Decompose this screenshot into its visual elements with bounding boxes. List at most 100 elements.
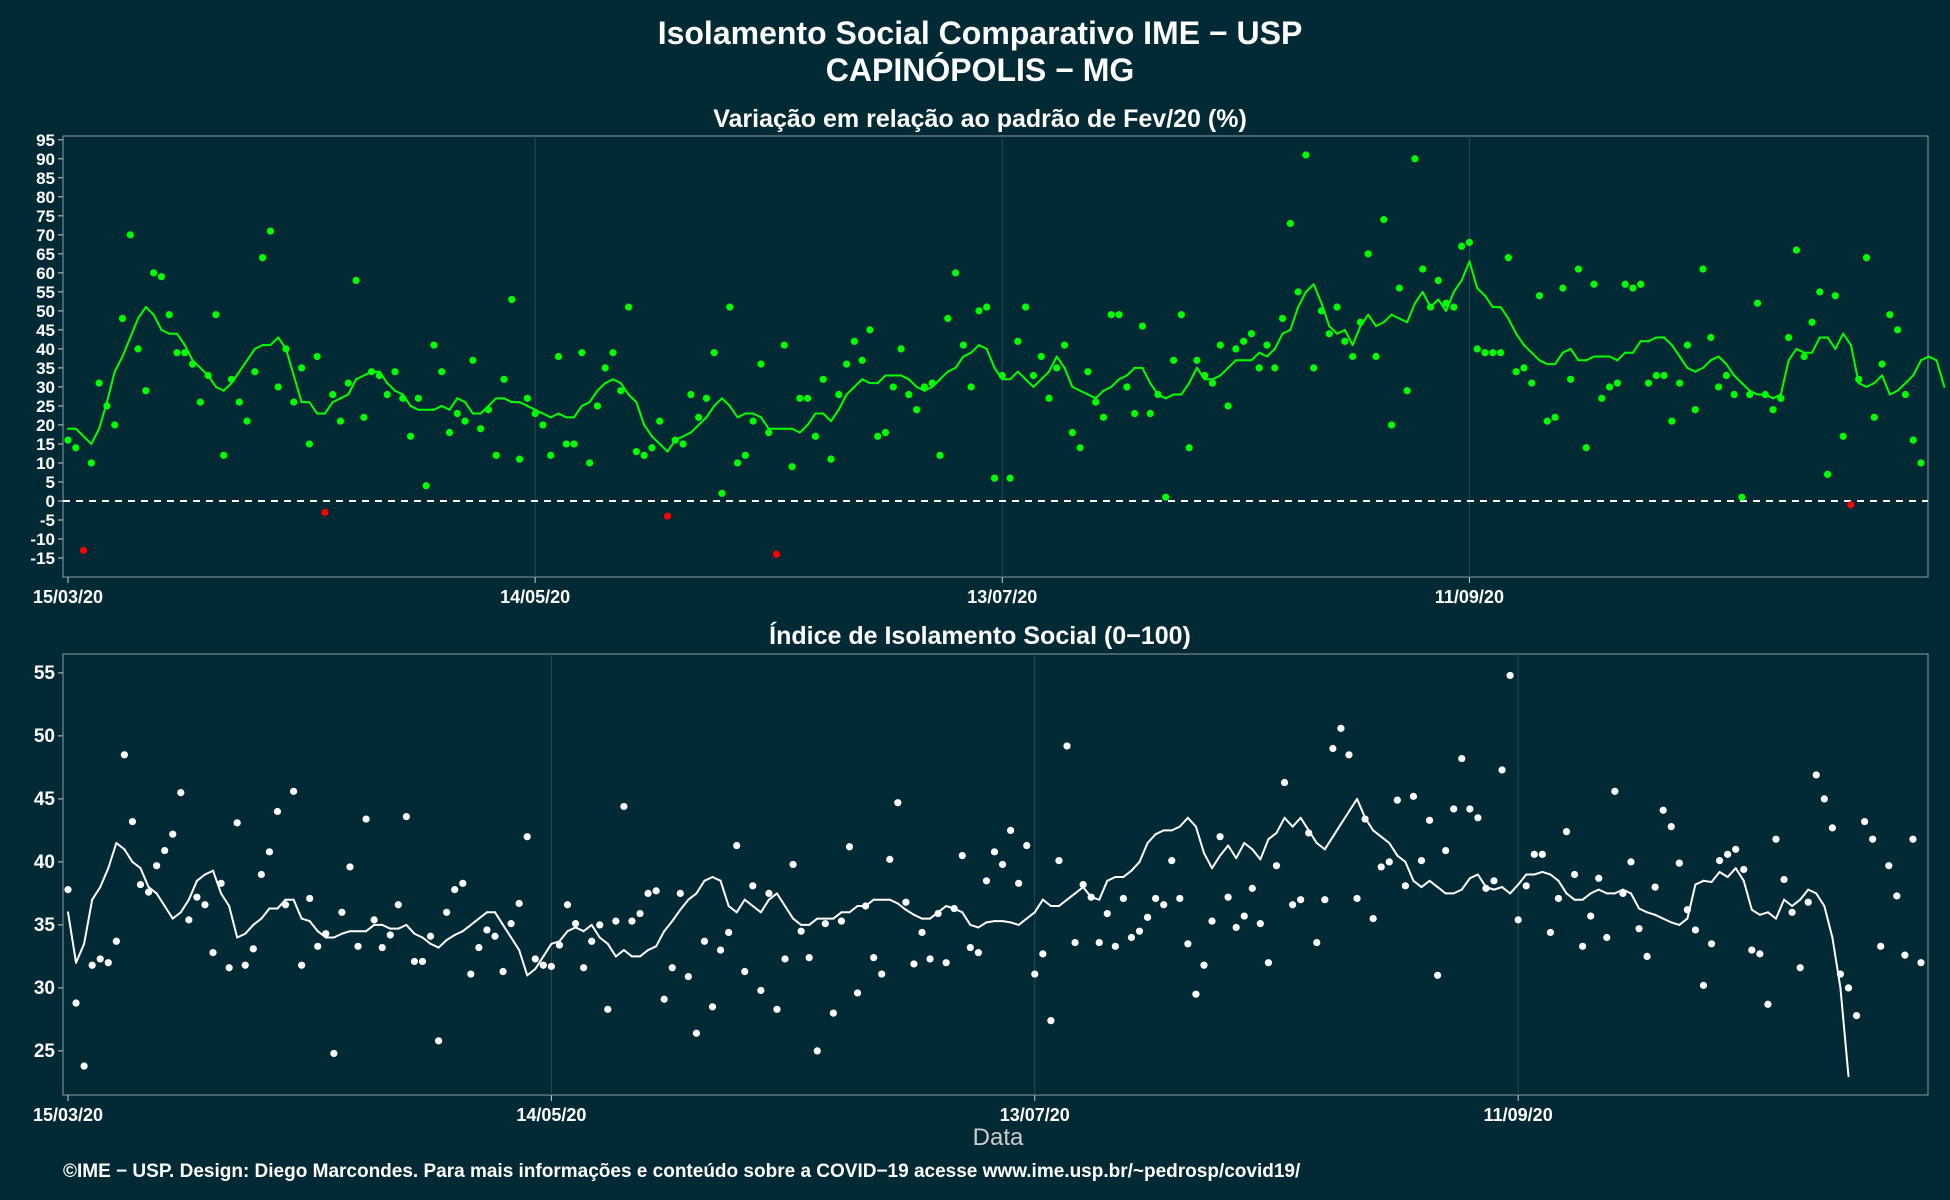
moving-average-segment <box>269 336 280 347</box>
moving-average-segment <box>1811 336 1821 354</box>
moving-average-segment <box>1445 290 1455 312</box>
y-tick-label: 95 <box>36 131 55 150</box>
data-point <box>1458 242 1466 250</box>
data-point <box>1769 406 1777 414</box>
moving-average-segment <box>381 923 392 930</box>
moving-average-segment <box>1799 888 1810 901</box>
data-point <box>150 269 158 277</box>
y-tick-label: 90 <box>36 150 55 169</box>
data-point <box>111 421 119 429</box>
data-point <box>1852 1012 1861 1020</box>
data-point <box>1193 356 1201 364</box>
data-point <box>201 901 209 909</box>
data-point <box>72 999 80 1007</box>
moving-average-segment <box>1476 873 1487 889</box>
data-point <box>1504 254 1512 262</box>
moving-average-segment <box>285 347 295 377</box>
moving-average-segment <box>808 917 819 926</box>
moving-average-segment <box>612 378 622 385</box>
data-point <box>894 799 902 807</box>
data-point <box>870 954 878 962</box>
data-point <box>1812 771 1820 779</box>
moving-average-segment <box>187 879 198 901</box>
data-point <box>265 848 274 856</box>
data-point <box>273 807 282 816</box>
moving-average-segment <box>791 427 801 434</box>
data-point <box>881 428 890 437</box>
moving-average-segment <box>896 902 907 911</box>
moving-average-segment <box>1515 332 1525 347</box>
data-point <box>1844 984 1853 992</box>
data-point <box>1095 938 1103 947</box>
data-point <box>571 920 580 928</box>
data-point <box>1045 394 1053 402</box>
data-point <box>1185 444 1193 452</box>
data-point <box>1792 246 1801 254</box>
moving-average-segment <box>1517 873 1528 886</box>
moving-average-segment <box>900 374 910 381</box>
y-tick-label: 35 <box>36 359 55 378</box>
data-point <box>193 893 201 901</box>
moving-average-segment <box>557 412 568 419</box>
moving-average-segment <box>985 920 996 924</box>
data-point <box>1847 501 1855 509</box>
y-tick-label: 10 <box>36 454 55 473</box>
data-point <box>928 379 936 387</box>
data-point <box>1372 352 1380 361</box>
data-point <box>1714 383 1723 391</box>
data-point <box>1434 276 1442 285</box>
data-point <box>695 413 703 421</box>
y-tick-label: 15 <box>36 435 55 454</box>
data-point <box>555 941 564 949</box>
data-point <box>628 917 636 925</box>
data-point <box>1579 942 1587 950</box>
data-point <box>718 489 726 497</box>
data-point <box>1263 341 1271 349</box>
moving-average-segment <box>658 442 669 453</box>
data-point <box>144 888 153 896</box>
data-point <box>910 960 918 968</box>
moving-average-segment <box>1048 355 1058 373</box>
data-point <box>845 843 854 851</box>
moving-average-segment <box>440 404 451 411</box>
data-point <box>1037 352 1045 361</box>
moving-average-segment <box>1569 347 1580 362</box>
moving-average-segment <box>1250 351 1261 362</box>
y-tick-label: 55 <box>34 663 56 684</box>
data-point <box>378 943 386 952</box>
data-point <box>1131 409 1139 418</box>
data-point <box>1119 894 1128 903</box>
data-point <box>1154 390 1162 399</box>
data-point <box>1321 896 1329 904</box>
figure-title: Isolamento Social Comparativo IME − USP <box>658 15 1303 51</box>
moving-average-segment <box>1734 867 1745 882</box>
moving-average-segment <box>121 336 132 358</box>
moving-average-segment <box>682 431 692 438</box>
moving-average-segment <box>212 869 223 895</box>
data-point <box>64 886 72 894</box>
y-tick-label: 85 <box>36 169 55 188</box>
data-point <box>1482 884 1490 892</box>
data-point <box>1831 292 1839 300</box>
moving-average-segment <box>1468 260 1479 290</box>
data-point <box>426 932 435 940</box>
data-point <box>1901 390 1910 399</box>
data-point <box>1605 383 1614 391</box>
data-point <box>1288 901 1297 909</box>
moving-average-segment <box>1791 898 1802 907</box>
data-point <box>878 970 886 978</box>
moving-average-segment <box>1328 325 1339 335</box>
data-point <box>1103 909 1111 918</box>
data-point <box>410 957 419 966</box>
y-tick-label: -15 <box>30 549 55 568</box>
moving-average-segment <box>1356 797 1367 819</box>
moving-average-segment <box>1382 313 1393 324</box>
moving-average-segment <box>82 435 93 445</box>
data-point <box>227 375 236 383</box>
moving-average-segment <box>1499 306 1510 320</box>
moving-average-segment <box>1275 816 1286 834</box>
data-point <box>837 917 846 925</box>
data-point <box>118 314 127 323</box>
moving-average-segment <box>721 397 731 407</box>
data-point <box>1053 364 1061 372</box>
